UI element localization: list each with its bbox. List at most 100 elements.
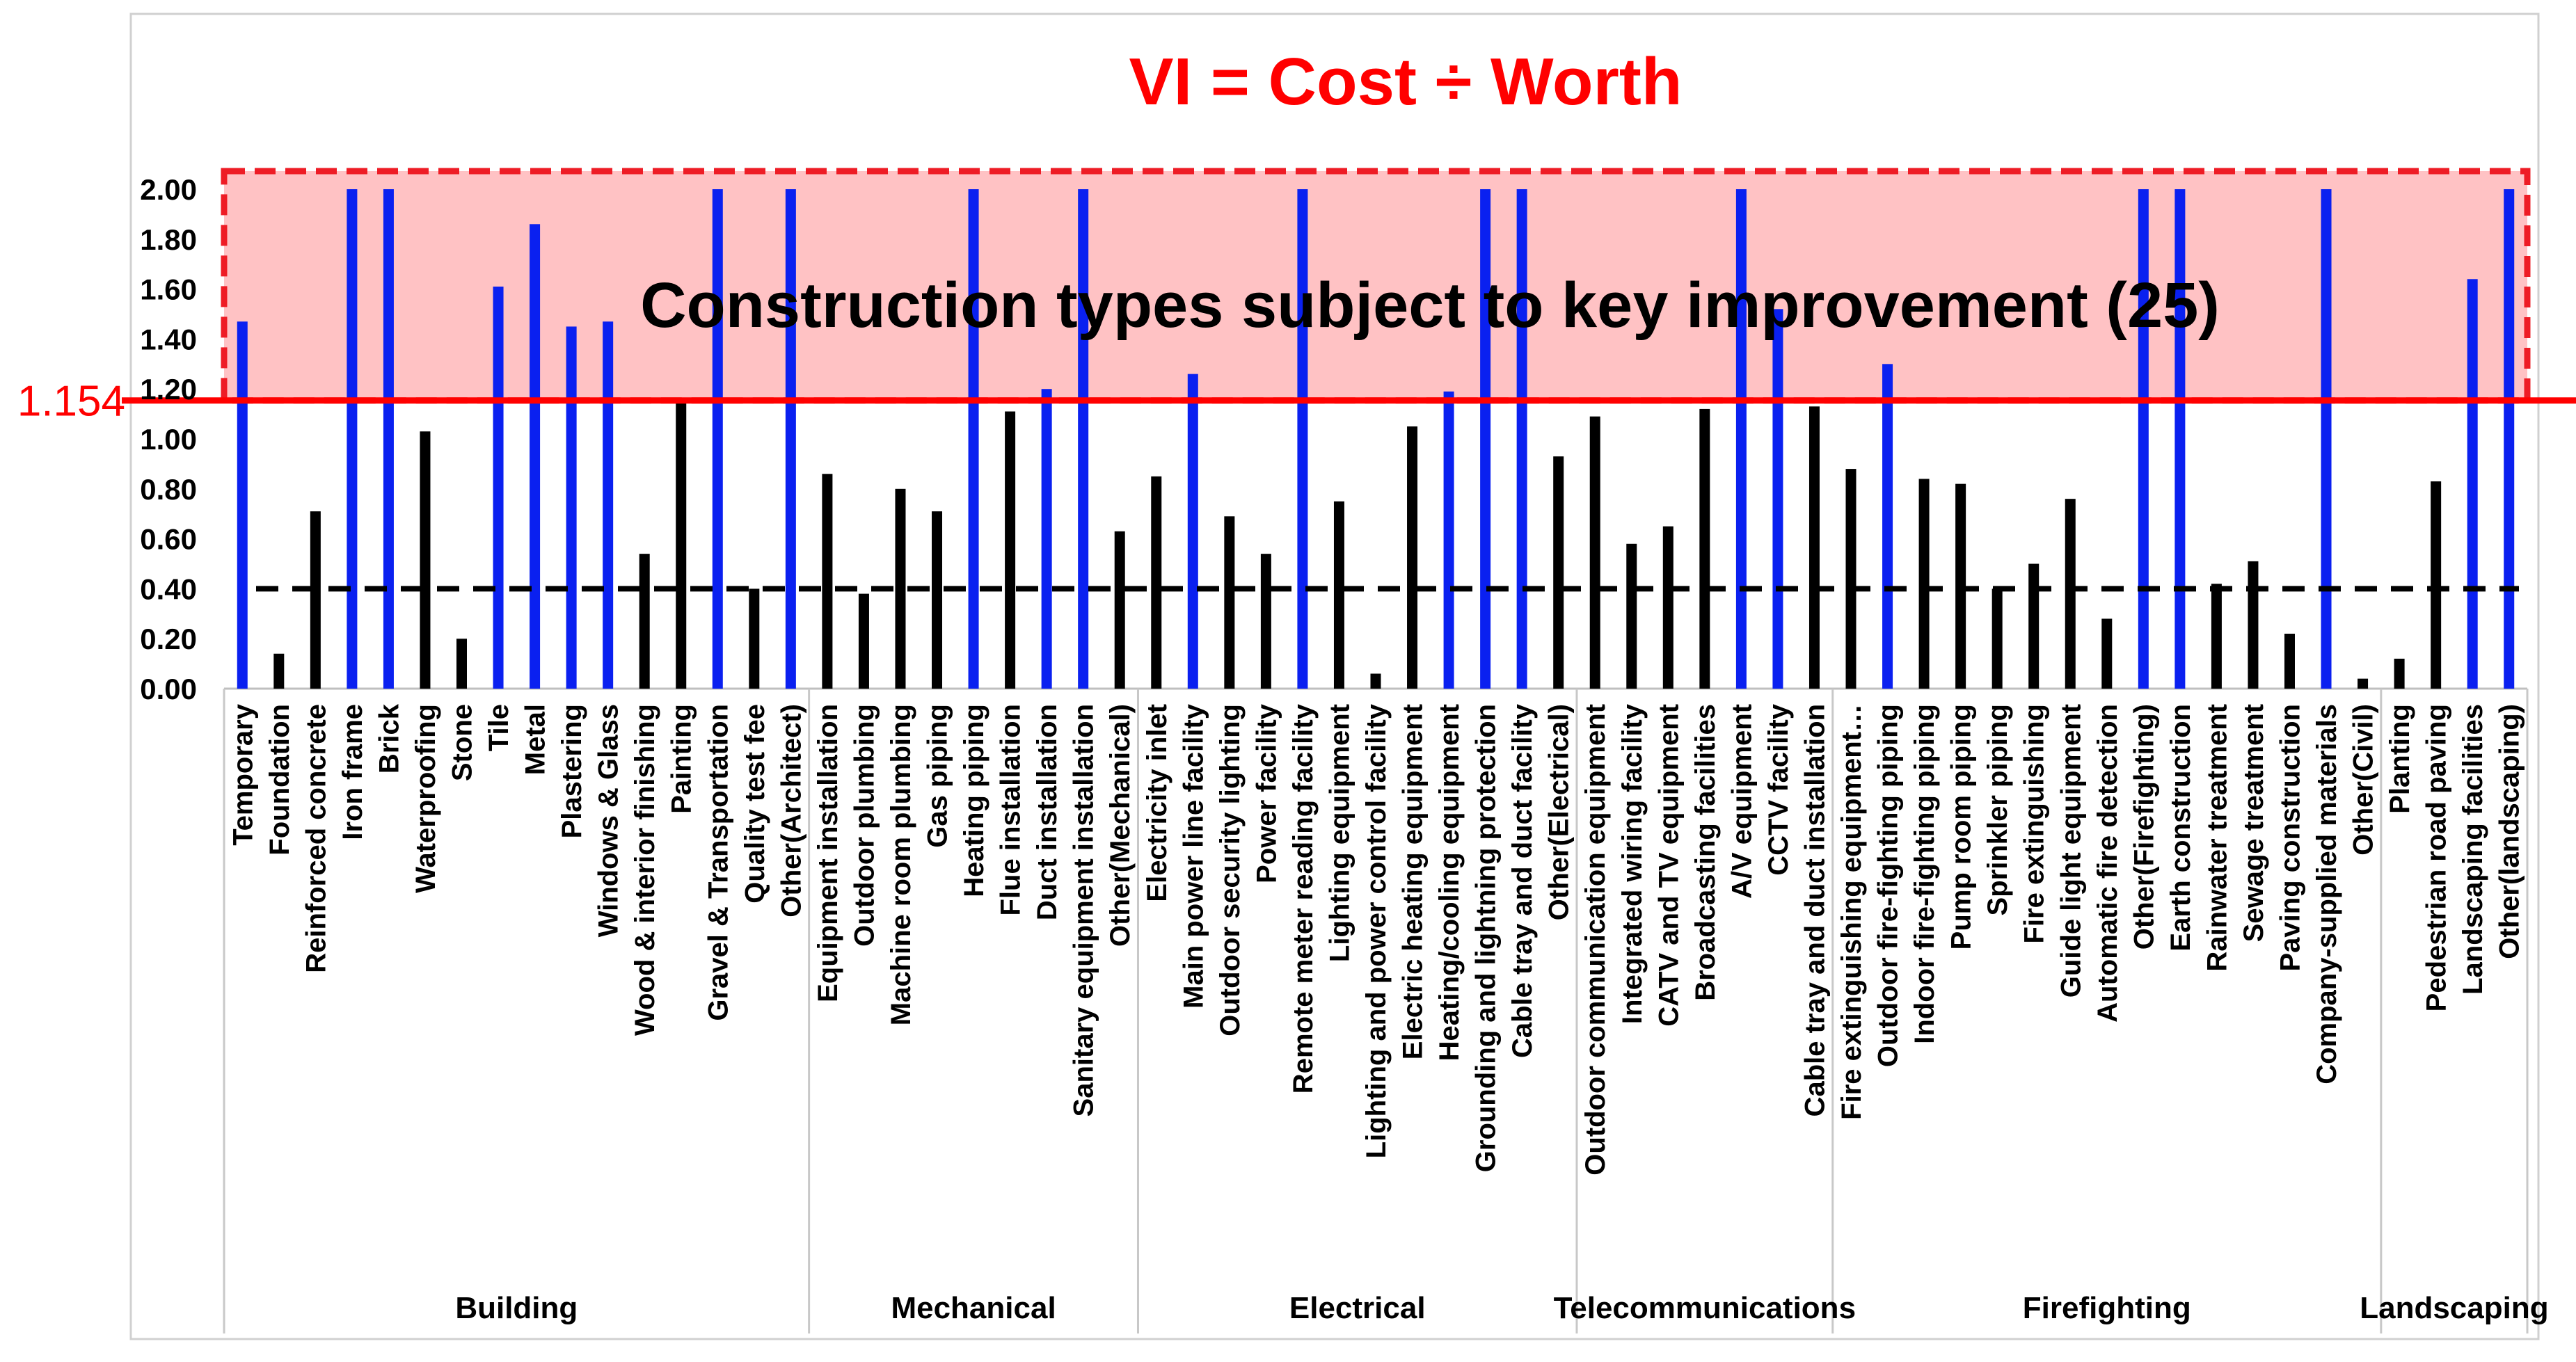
bar [2504, 189, 2515, 689]
bar [1991, 588, 2003, 689]
bar [1626, 543, 1637, 689]
category-label: Reinforced concrete [301, 704, 331, 973]
category-label: Quality test fee [740, 704, 770, 904]
category-label: Earth construction [2165, 704, 2196, 952]
category-label: Company-supplied materials [2312, 704, 2342, 1084]
bar [2248, 561, 2259, 689]
category-label: Pump room piping [1946, 704, 1977, 950]
category-label: Iron frame [337, 704, 368, 840]
category-label: A/V equipment [1726, 704, 1757, 899]
category-label: CCTV facility [1763, 703, 1794, 875]
bar [968, 189, 979, 689]
bar [1699, 408, 1710, 689]
bar [712, 189, 723, 689]
y-tick-label: 1.80 [140, 223, 197, 256]
category-label: Paving construction [2275, 704, 2305, 972]
bar [456, 639, 468, 689]
bar [2284, 634, 2295, 689]
y-tick-label: 0.60 [140, 523, 197, 556]
category-label: Outdoor plumbing [849, 704, 880, 947]
group-label: Firefighting [2023, 1291, 2191, 1325]
category-label: Rainwater treatment [2202, 704, 2232, 972]
category-label: Outdoor fire-fighting piping [1873, 704, 1904, 1067]
category-label: Planting [2385, 704, 2415, 814]
bar [2175, 189, 2186, 689]
bar [2101, 618, 2113, 689]
threshold-label: 1.154 [17, 378, 125, 426]
category-label: Pedestrian road paving [2422, 704, 2452, 1011]
category-label: Outdoor communication equipment [1580, 704, 1611, 1176]
category-label: Other(Architect) [776, 704, 806, 918]
bar [1772, 309, 1783, 689]
category-label: Wood & interior finishing [630, 704, 660, 1036]
category-label: Flue installation [996, 704, 1026, 915]
bar [603, 321, 614, 689]
category-label: Machine room plumbing [886, 704, 916, 1025]
y-tick-label: 2.00 [140, 173, 197, 206]
bar [895, 488, 906, 689]
category-label: Guide light equipment [2056, 704, 2086, 998]
y-tick-label: 0.40 [140, 572, 197, 605]
category-label: Landscaping facilities [2458, 704, 2488, 995]
category-label: Grounding and lightning protection [1471, 704, 1502, 1172]
bar [566, 326, 577, 689]
category-label: Gas piping [923, 704, 953, 848]
bar [1407, 426, 1418, 689]
bar [1297, 189, 1308, 689]
group-label: Electrical [1289, 1291, 1426, 1325]
category-label: Other(Electrical) [1544, 704, 1575, 920]
bar [1370, 673, 1381, 689]
bar [932, 511, 943, 689]
category-label: Electric heating equipment [1398, 704, 1429, 1059]
category-label: Heating/cooling equipment [1434, 704, 1465, 1061]
bar [639, 554, 650, 689]
bar [530, 224, 541, 689]
category-label: Electricity inlet [1142, 704, 1172, 902]
bar [2358, 678, 2369, 689]
bar [2321, 189, 2332, 689]
bar [1589, 416, 1600, 689]
bar [1882, 364, 1893, 689]
bar [1041, 389, 1052, 689]
category-label: Sanitary equipment installation [1069, 704, 1099, 1116]
bar [1918, 479, 1930, 689]
group-label: Building [455, 1291, 578, 1325]
group-label: Telecommunications [1554, 1291, 1856, 1325]
category-label: Waterproofing [411, 704, 441, 893]
bar [493, 287, 504, 689]
bar [1005, 411, 1016, 689]
bar [1845, 469, 1857, 689]
bar [1333, 501, 1344, 689]
category-label: Lighting equipment [1324, 704, 1355, 962]
category-label: Remote meter reading facility [1288, 703, 1319, 1093]
category-label: Automatic fire detection [2092, 704, 2123, 1023]
category-label: Other(Firefighting) [2129, 704, 2159, 950]
bar [749, 588, 760, 689]
region-annotation: Construction types subject to key improv… [640, 270, 2220, 341]
y-tick-label: 1.00 [140, 423, 197, 456]
category-label: Other(Civil) [2348, 704, 2379, 856]
bar [1187, 374, 1198, 689]
bar [1260, 554, 1271, 689]
bar [237, 321, 248, 689]
category-label: Integrated wiring facility [1617, 703, 1648, 1024]
bar [383, 189, 394, 689]
bar [347, 189, 358, 689]
bar [1735, 189, 1747, 689]
category-label: CATV and TV equipment [1653, 704, 1684, 1027]
category-label: Brick [374, 703, 404, 774]
group-label: Mechanical [891, 1291, 1056, 1325]
bar [858, 593, 869, 689]
category-label: Stone [447, 704, 478, 781]
bar [1808, 406, 1820, 689]
category-label: Other(landscaping) [2495, 704, 2525, 959]
category-label: Tile [484, 704, 514, 751]
category-label: Metal [520, 704, 551, 775]
chart-title: VI = Cost ÷ Worth [1129, 45, 1683, 119]
bar [1553, 456, 1564, 689]
y-tick-label: 1.60 [140, 273, 197, 306]
bar [785, 189, 796, 689]
category-label: Gravel & Transportation [703, 704, 733, 1021]
bar [822, 474, 833, 689]
